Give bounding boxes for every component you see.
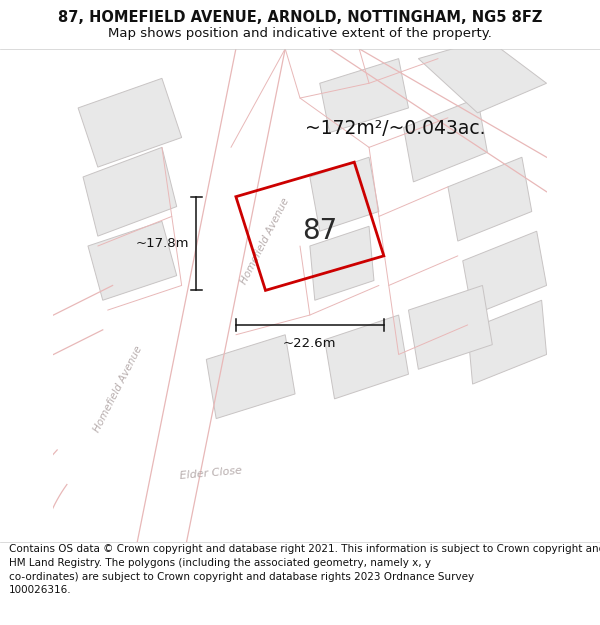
Polygon shape: [78, 78, 182, 167]
Polygon shape: [463, 231, 547, 315]
Text: Map shows position and indicative extent of the property.: Map shows position and indicative extent…: [108, 27, 492, 40]
Polygon shape: [325, 315, 409, 399]
Polygon shape: [409, 286, 493, 369]
Polygon shape: [448, 158, 532, 241]
Text: Homefield Avenue: Homefield Avenue: [239, 196, 292, 286]
Text: ~172m²/~0.043ac.: ~172m²/~0.043ac.: [305, 119, 485, 138]
Polygon shape: [137, 49, 285, 542]
Text: Homefield Avenue: Homefield Avenue: [91, 344, 143, 434]
Text: Contains OS data © Crown copyright and database right 2021. This information is : Contains OS data © Crown copyright and d…: [9, 544, 600, 595]
Text: ~17.8m: ~17.8m: [136, 237, 189, 250]
Text: ~22.6m: ~22.6m: [283, 338, 337, 350]
Polygon shape: [83, 148, 177, 236]
Polygon shape: [206, 335, 295, 419]
Polygon shape: [320, 49, 547, 211]
Polygon shape: [404, 98, 487, 182]
Polygon shape: [310, 158, 379, 231]
Polygon shape: [88, 221, 177, 300]
Polygon shape: [310, 226, 374, 300]
Polygon shape: [467, 300, 547, 384]
Polygon shape: [320, 59, 409, 132]
Text: Elder Close: Elder Close: [179, 465, 243, 481]
Text: 87: 87: [302, 217, 337, 245]
Polygon shape: [53, 271, 113, 364]
Polygon shape: [418, 39, 547, 113]
Polygon shape: [53, 424, 374, 542]
Text: 87, HOMEFIELD AVENUE, ARNOLD, NOTTINGHAM, NG5 8FZ: 87, HOMEFIELD AVENUE, ARNOLD, NOTTINGHAM…: [58, 10, 542, 25]
